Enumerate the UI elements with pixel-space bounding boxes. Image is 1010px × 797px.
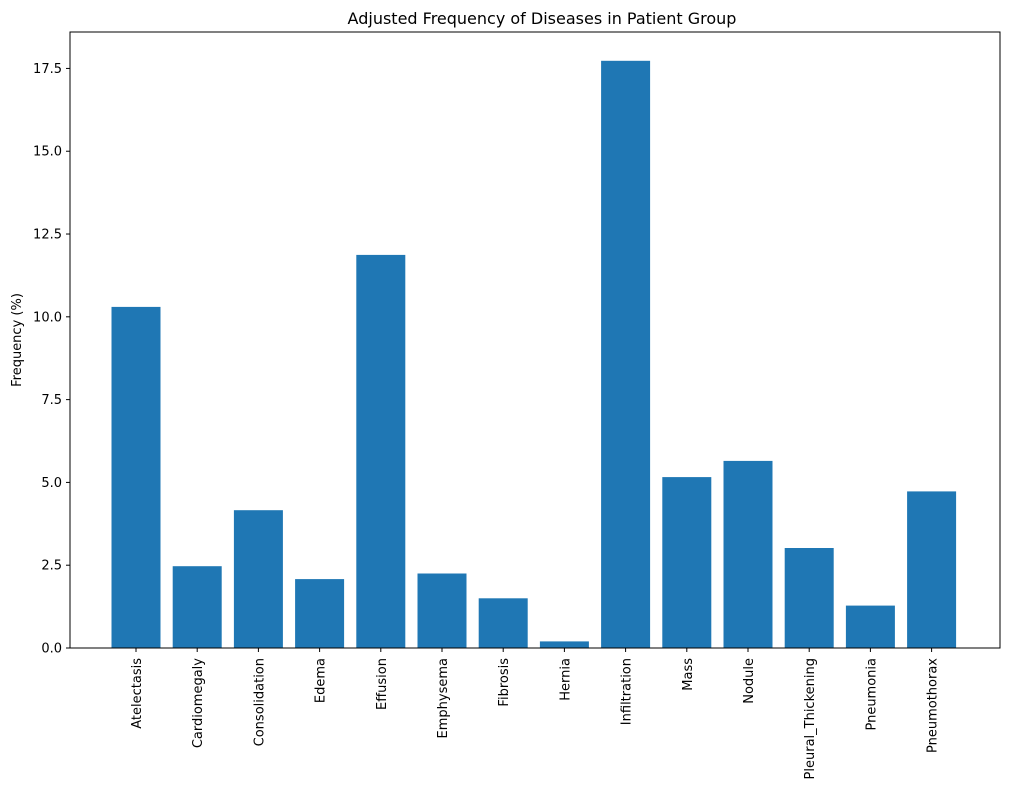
x-tick-label: Infiltration: [620, 658, 635, 725]
bar-nodule: [723, 460, 773, 648]
x-tick-label: Pneumonia: [864, 658, 879, 731]
y-tick-label: 5.0: [41, 476, 62, 491]
x-tick-label: Nodule: [742, 658, 757, 704]
bar-mass: [662, 477, 712, 648]
bars-layer: [111, 60, 957, 649]
x-tick-label: Pleural_Thickening: [803, 658, 818, 779]
bar-infiltration: [601, 60, 651, 649]
x-tick-label: Edema: [314, 658, 329, 703]
bar-pneumonia: [845, 605, 895, 648]
bar-atelectasis: [111, 306, 161, 648]
x-tick-label: Pneumothorax: [926, 658, 941, 753]
bar-emphysema: [417, 573, 467, 648]
x-tick-label: Fibrosis: [497, 658, 512, 707]
y-tick-label: 12.5: [33, 228, 62, 243]
y-tick-label: 15.0: [33, 145, 62, 160]
bar-consolidation: [233, 510, 283, 648]
bar-fibrosis: [478, 598, 528, 648]
x-tick-label: Emphysema: [436, 658, 451, 738]
y-tick-label: 10.0: [33, 310, 62, 325]
y-axis-label: Frequency (%): [10, 293, 25, 387]
x-tick-label: Hernia: [558, 658, 573, 701]
bar-pleural-thickening: [784, 548, 834, 648]
x-tick-label: Atelectasis: [130, 658, 145, 729]
x-tick-label: Effusion: [375, 658, 390, 710]
y-tick-label: 7.5: [41, 393, 62, 408]
y-tick-label: 17.5: [33, 62, 62, 77]
bar-hernia: [539, 641, 589, 648]
bar-effusion: [356, 254, 406, 648]
y-tick-label: 0.0: [41, 642, 62, 657]
y-axis-ticks: 0.0 2.5 5.0 7.5 10.0 12.5 15.0 17.5: [33, 62, 70, 657]
y-tick-label: 2.5: [41, 559, 62, 574]
x-tick-label: Mass: [681, 658, 696, 691]
bar-pneumothorax: [907, 491, 957, 648]
x-axis-ticks: Atelectasis Cardiomegaly Consolidation Edem…: [130, 648, 941, 779]
x-tick-label: Consolidation: [252, 658, 267, 746]
bar-edema: [295, 579, 345, 648]
chart-title: Adjusted Frequency of Diseases in Patien…: [348, 9, 737, 28]
x-tick-label: Cardiomegaly: [191, 658, 206, 748]
bar-cardiomegaly: [172, 566, 222, 648]
plot-frame: [69, 31, 1001, 649]
